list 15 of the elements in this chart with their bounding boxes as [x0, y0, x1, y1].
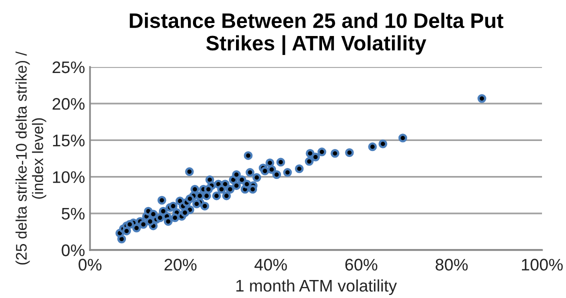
x-axis-title: 1 month ATM volatility [236, 279, 397, 295]
y-tick-label: 15% [53, 134, 85, 146]
x-tick-label: 100% [522, 258, 563, 271]
y-tick-label: 0% [62, 244, 85, 256]
x-tick-label: 60% [345, 258, 378, 271]
x-tick-label: 0% [78, 258, 102, 271]
x-tick-label: 40% [254, 258, 287, 271]
x-tick-label: 80% [436, 258, 468, 271]
y-tick-label: 25% [52, 61, 85, 74]
y-tick-label: 10% [53, 171, 85, 184]
chart-title: Distance Between 25 and 10 Delta Put Strikes | ATM Volatility [130, 12, 504, 55]
x-tick-label: 20% [164, 258, 196, 271]
y-tick-label: 5% [62, 208, 85, 220]
y-tick-label: 20% [52, 98, 85, 110]
y-axis-title: (25 delta strike-10 delta strike) / (index level) [16, 52, 46, 265]
